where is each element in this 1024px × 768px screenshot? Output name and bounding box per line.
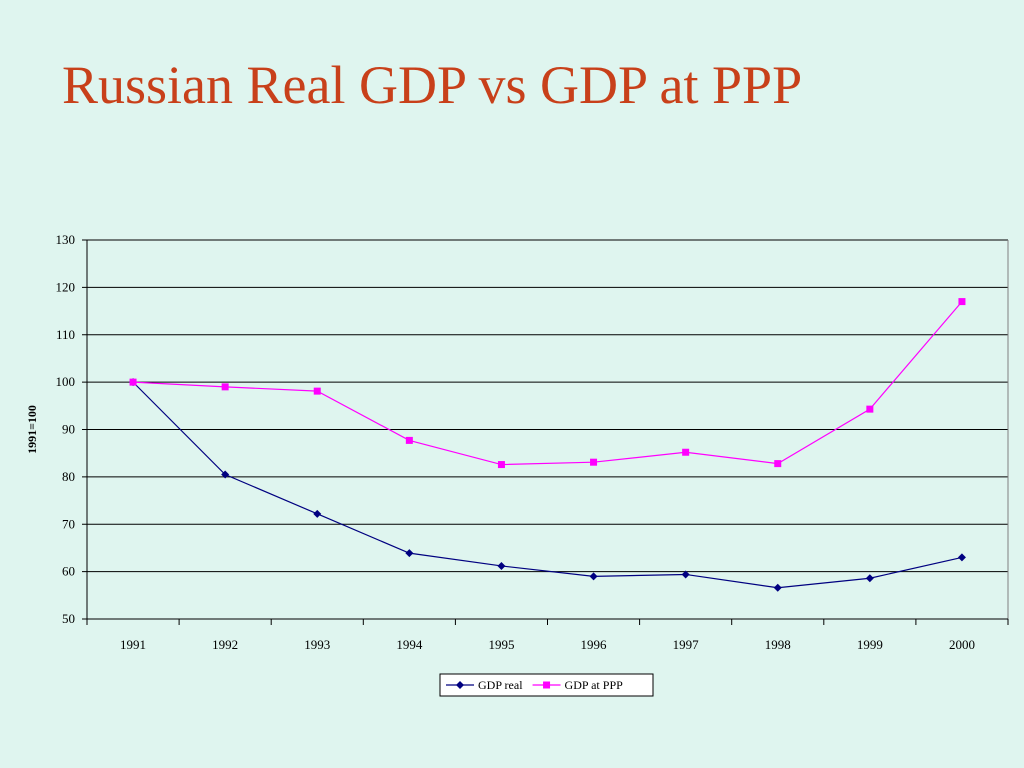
y-tick-label: 50 — [62, 611, 75, 626]
x-tick-label: 1991 — [120, 637, 146, 652]
x-tick-label: 1992 — [212, 637, 238, 652]
legend-label: GDP at PPP — [565, 678, 624, 692]
series-line — [132, 381, 963, 589]
data-point — [589, 572, 598, 581]
legend-marker — [543, 681, 551, 689]
legend-marker — [456, 681, 464, 689]
data-point — [682, 448, 690, 456]
slide-title: Russian Real GDP vs GDP at PPP — [62, 55, 803, 115]
data-point — [129, 378, 137, 386]
y-axis-label: 1991=100 — [25, 405, 39, 454]
series — [129, 298, 966, 592]
gridlines — [87, 239, 1008, 620]
legend-entry: GDP at PPP — [532, 678, 624, 692]
data-point — [497, 461, 505, 469]
y-tick-label: 70 — [62, 516, 75, 531]
data-point — [866, 405, 874, 413]
legend: GDP real GDP at PPP — [439, 673, 654, 697]
data-point — [958, 298, 966, 306]
series-line — [133, 301, 963, 466]
data-point — [313, 387, 321, 395]
data-point — [774, 460, 782, 468]
x-tick-label: 1994 — [396, 637, 423, 652]
x-tick-label: 1993 — [304, 637, 330, 652]
y-tick-label: 80 — [62, 469, 75, 484]
x-tick-label: 1998 — [765, 637, 791, 652]
data-point — [405, 549, 414, 558]
y-tick-label: 90 — [62, 422, 75, 437]
data-point — [957, 553, 966, 562]
y-tick-label: 100 — [56, 374, 76, 389]
data-point — [773, 583, 782, 592]
data-point — [865, 574, 874, 583]
x-tick-label: 1997 — [673, 637, 700, 652]
data-point — [221, 470, 230, 479]
y-tick-label: 110 — [56, 327, 75, 342]
y-tick-label: 60 — [62, 564, 75, 579]
x-tick-label: 1995 — [488, 637, 514, 652]
y-tick-label: 130 — [56, 232, 76, 247]
y-tick-labels: 50 60 70 80 90 100 110 120 130 — [56, 232, 76, 626]
data-point — [590, 458, 598, 466]
x-tick-label: 1999 — [857, 637, 883, 652]
data-point — [221, 383, 229, 391]
data-point — [313, 509, 322, 518]
data-point — [681, 570, 690, 579]
axes — [82, 239, 1009, 625]
x-tick-label: 2000 — [949, 637, 975, 652]
data-point — [405, 436, 413, 444]
data-point — [497, 561, 506, 570]
legend-label: GDP real — [478, 678, 523, 692]
x-tick-labels: 1991 1992 1993 1994 1995 1996 1997 1998 1999 2000 — [120, 637, 975, 652]
series-gdp-real — [129, 378, 966, 592]
x-tick-label: 1996 — [581, 637, 608, 652]
series-gdp-at-ppp — [129, 298, 966, 469]
y-tick-label: 120 — [56, 279, 76, 294]
legend-entry: GDP real — [446, 678, 523, 692]
